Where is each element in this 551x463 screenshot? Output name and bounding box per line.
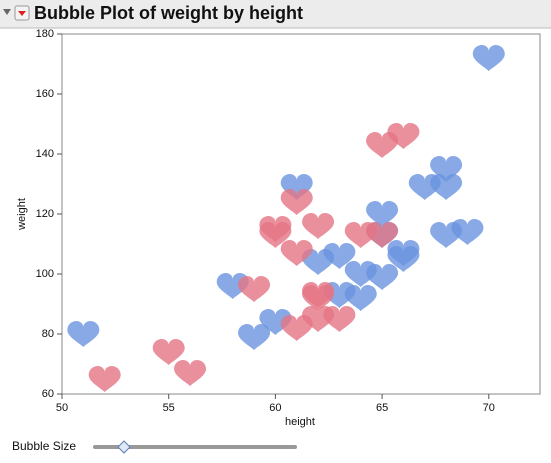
x-tick-label: 50 bbox=[56, 402, 68, 414]
y-tick-label: 80 bbox=[42, 328, 54, 340]
heart-bubble bbox=[451, 219, 484, 245]
heart-bubble bbox=[366, 264, 399, 290]
heart-bubble bbox=[387, 246, 420, 272]
heart-bubble bbox=[366, 201, 399, 227]
y-axis-label: weight bbox=[16, 198, 28, 231]
heart-bubble bbox=[238, 276, 271, 302]
heart-bubble bbox=[472, 45, 505, 71]
heart-bubble bbox=[387, 123, 420, 149]
header-bar bbox=[0, 0, 551, 28]
x-tick-label: 70 bbox=[483, 402, 495, 414]
heart-bubble bbox=[323, 306, 356, 332]
y-tick-label: 160 bbox=[36, 88, 54, 100]
heart-bubble bbox=[280, 315, 313, 341]
chart-title: Bubble Plot of weight by height bbox=[34, 3, 303, 23]
x-tick-label: 60 bbox=[269, 402, 281, 414]
plot-frame bbox=[61, 33, 541, 395]
x-axis-label: height bbox=[285, 416, 315, 428]
heart-bubble bbox=[152, 339, 185, 365]
heart-bubble bbox=[323, 243, 356, 269]
heart-bubble bbox=[238, 324, 271, 350]
y-tick-label: 120 bbox=[36, 208, 54, 220]
y-tick-label: 180 bbox=[36, 28, 54, 40]
slider-thumb[interactable] bbox=[117, 440, 131, 454]
heart-bubble bbox=[174, 360, 207, 386]
y-tick-label: 140 bbox=[36, 148, 54, 160]
heart-bubble bbox=[259, 222, 292, 248]
heart-bubble bbox=[302, 213, 335, 239]
heart-bubble bbox=[366, 222, 399, 248]
heart-bubble bbox=[88, 366, 121, 392]
y-tick-label: 100 bbox=[36, 268, 54, 280]
heart-bubble bbox=[67, 321, 100, 347]
x-tick-label: 65 bbox=[376, 402, 388, 414]
heart-bubble bbox=[280, 240, 313, 266]
heart-bubble bbox=[344, 285, 377, 311]
heart-bubble bbox=[280, 189, 313, 215]
heart-bubble bbox=[302, 285, 335, 311]
heart-bubble bbox=[430, 174, 463, 200]
slider-label: Bubble Size bbox=[12, 439, 76, 453]
heart-bubble bbox=[366, 132, 399, 158]
x-tick-label: 55 bbox=[163, 402, 175, 414]
menu-arrow bbox=[18, 11, 26, 16]
disclosure-triangle[interactable] bbox=[3, 9, 11, 15]
y-tick-label: 60 bbox=[42, 388, 54, 400]
